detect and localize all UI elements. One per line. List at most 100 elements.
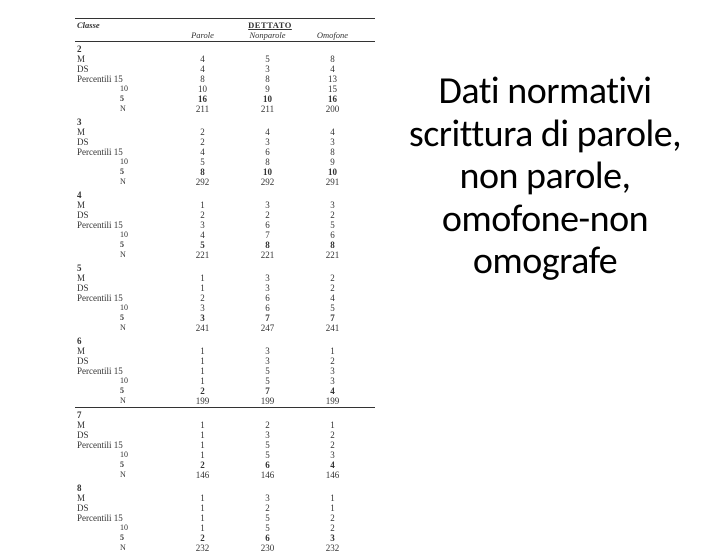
cell: 3 [300, 200, 365, 210]
class-number: 6 [75, 336, 170, 346]
cell: 1 [170, 346, 235, 356]
cell: 4 [170, 147, 235, 157]
cell: 2 [300, 273, 365, 283]
row-label: 5 [75, 313, 170, 323]
cell: 2 [300, 523, 365, 533]
cell: 2 [300, 430, 365, 440]
cell: 5 [300, 303, 365, 313]
class-number: 5 [75, 263, 170, 273]
cell: 2 [170, 127, 235, 137]
cell: 211 [235, 104, 300, 114]
cell: 4 [300, 64, 365, 74]
row-label: 10 [75, 157, 170, 167]
header-classe: Classe [75, 20, 170, 30]
row-label: Percentili 15 [75, 366, 170, 376]
cell: 4 [300, 386, 365, 396]
data-row: 10476 [75, 230, 375, 240]
cell: 2 [235, 503, 300, 513]
header-row: Classe DETTATO [75, 20, 375, 30]
class-label-row: 3 [75, 117, 375, 127]
cell: 9 [300, 157, 365, 167]
row-label: M [75, 54, 170, 64]
cell: 8 [170, 167, 235, 177]
data-row: 5264 [75, 460, 375, 470]
data-row: M131 [75, 346, 375, 356]
row-label: N [75, 104, 170, 114]
cell: 2 [170, 137, 235, 147]
class-label-row: 8 [75, 483, 375, 493]
row-label: 10 [75, 450, 170, 460]
cell: 2 [300, 513, 365, 523]
header-sub-row: Parole Nonparole Omofone [75, 30, 375, 42]
row-label: N [75, 543, 170, 553]
slide-title: Dati normativi scrittura di parole, non … [395, 70, 695, 283]
row-label: DS [75, 503, 170, 513]
cell: 1 [170, 513, 235, 523]
class-label-row: 6 [75, 336, 375, 346]
cell: 3 [170, 303, 235, 313]
class-group: 4M133DS222Percentili 15365104765588N2212… [75, 188, 375, 261]
data-row: N292292291 [75, 177, 375, 187]
row-label: Percentili 15 [75, 147, 170, 157]
cell: 1 [170, 420, 235, 430]
row-label: N [75, 396, 170, 406]
row-label: 5 [75, 386, 170, 396]
cell: 232 [300, 543, 365, 553]
cell: 1 [170, 450, 235, 460]
cell: 5 [235, 54, 300, 64]
cell: 221 [235, 250, 300, 260]
cell: 1 [170, 283, 235, 293]
cell: 10 [170, 84, 235, 94]
row-label: Percentili 15 [75, 293, 170, 303]
data-row: DS434 [75, 64, 375, 74]
header-sub-blank [75, 30, 170, 40]
cell: 2 [300, 210, 365, 220]
cell: 5 [170, 157, 235, 167]
cell: 5 [235, 440, 300, 450]
cell: 4 [235, 127, 300, 137]
row-label: DS [75, 356, 170, 366]
cell: 291 [300, 177, 365, 187]
cell: 16 [170, 94, 235, 104]
data-row: 5377 [75, 313, 375, 323]
data-row: Percentili 15153 [75, 366, 375, 376]
data-row: 5274 [75, 386, 375, 396]
row-label: 5 [75, 94, 170, 104]
cell: 1 [170, 200, 235, 210]
row-label: 5 [75, 167, 170, 177]
norms-table: Classe DETTATO Parole Nonparole Omofone … [75, 18, 375, 554]
cell: 2 [300, 283, 365, 293]
data-row: 5263 [75, 533, 375, 543]
cell: 199 [170, 396, 235, 406]
cell: 3 [235, 137, 300, 147]
cell: 1 [170, 523, 235, 533]
row-label: 10 [75, 376, 170, 386]
row-label: 10 [75, 230, 170, 240]
data-row: M244 [75, 127, 375, 137]
cell: 199 [300, 396, 365, 406]
cell: 7 [300, 313, 365, 323]
row-label: 10 [75, 303, 170, 313]
cell: 10 [235, 94, 300, 104]
row-label: M [75, 200, 170, 210]
row-label: 5 [75, 460, 170, 470]
cell: 2 [170, 533, 235, 543]
row-label: 5 [75, 533, 170, 543]
data-row: M133 [75, 200, 375, 210]
cell: 2 [170, 210, 235, 220]
row-label: M [75, 420, 170, 430]
data-row: N232230232 [75, 543, 375, 553]
cell: 2 [170, 460, 235, 470]
cell: 7 [235, 386, 300, 396]
row-label: M [75, 127, 170, 137]
data-row: M121 [75, 420, 375, 430]
class-group: 2M458DS434Percentili 1588131010915516101… [75, 42, 375, 115]
cell: 10 [235, 167, 300, 177]
data-row: 10152 [75, 523, 375, 533]
class-group: 3M244DS233Percentili 1546810589581010N29… [75, 115, 375, 188]
data-row: Percentili 15152 [75, 513, 375, 523]
class-number: 7 [75, 410, 170, 420]
data-row: N199199199 [75, 396, 375, 406]
cell: 199 [235, 396, 300, 406]
row-label: N [75, 323, 170, 333]
